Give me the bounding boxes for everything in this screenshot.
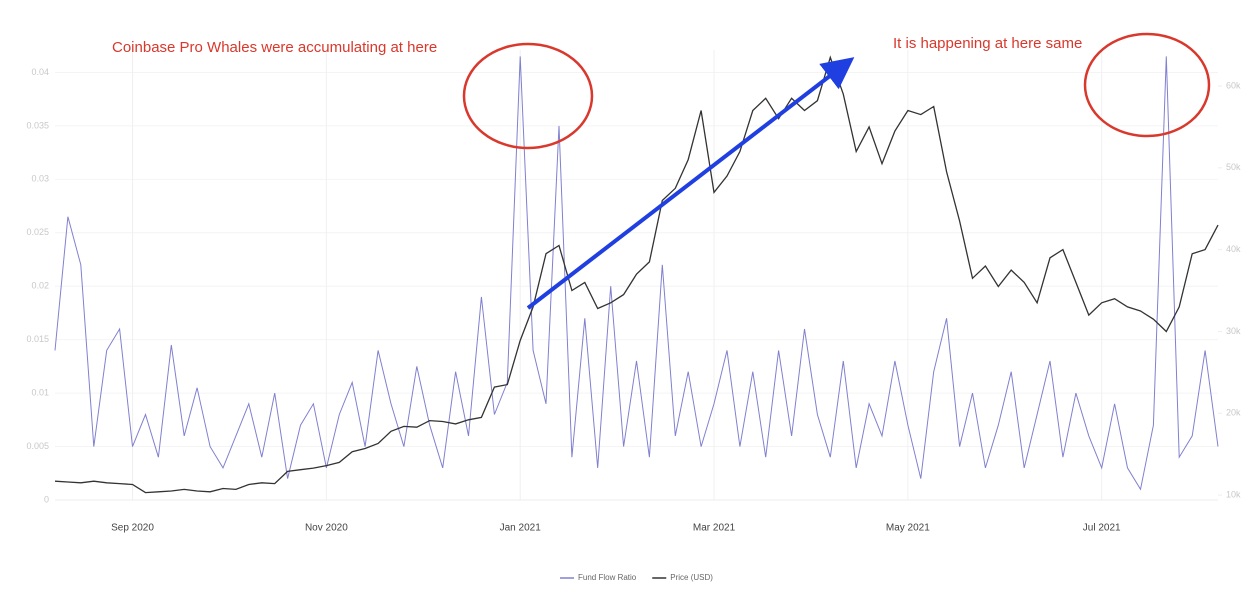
y-tick-label: 0.035 (26, 120, 49, 130)
y-tick-label: 0.03 (31, 174, 49, 184)
plot: 0 0.005 0.01 0.015 0.02 0.025 0.03 0.035 0.04 10k… (26, 50, 1241, 582)
y2-tick-label: 60k (1226, 80, 1241, 90)
y-tick-label: 0.005 (26, 441, 49, 451)
y-tick-label: 0.025 (26, 227, 49, 237)
x-tick-label: Nov 2020 (305, 523, 348, 534)
x-tick-label: Mar 2021 (693, 523, 736, 534)
trend-arrow (526, 57, 855, 310)
y-tick-label: 0 (44, 494, 49, 504)
highlight-circle (462, 42, 594, 150)
y2-tick-label: 50k (1226, 162, 1241, 172)
y-tick-label: 0.01 (31, 387, 49, 397)
series-line (54, 55, 1219, 494)
x-tick-label: Jul 2021 (1083, 523, 1121, 534)
y-tick-label: 0.04 (31, 67, 49, 77)
x-tick-label: Sep 2020 (111, 523, 154, 534)
series-line (54, 56, 1219, 491)
annotation: Coinbase Pro Whales were accumulating at… (112, 39, 437, 56)
x-tick-label: Jan 2021 (500, 523, 542, 534)
y2-tick-label: 40k (1226, 244, 1241, 254)
annotation: It is happening at here same (893, 35, 1082, 52)
y-tick-label: 0.015 (26, 334, 49, 344)
x-tick-label: May 2021 (886, 523, 930, 534)
y-tick-label: 0.02 (31, 281, 49, 291)
highlight-circle (1083, 32, 1211, 138)
legend-label: Fund Flow Ratio (578, 573, 637, 582)
legend-label: Price (USD) (670, 573, 713, 582)
y2-tick-label: 10k (1226, 489, 1241, 499)
y2-tick-label: 20k (1226, 408, 1241, 418)
y2-tick-label: 30k (1226, 326, 1241, 336)
